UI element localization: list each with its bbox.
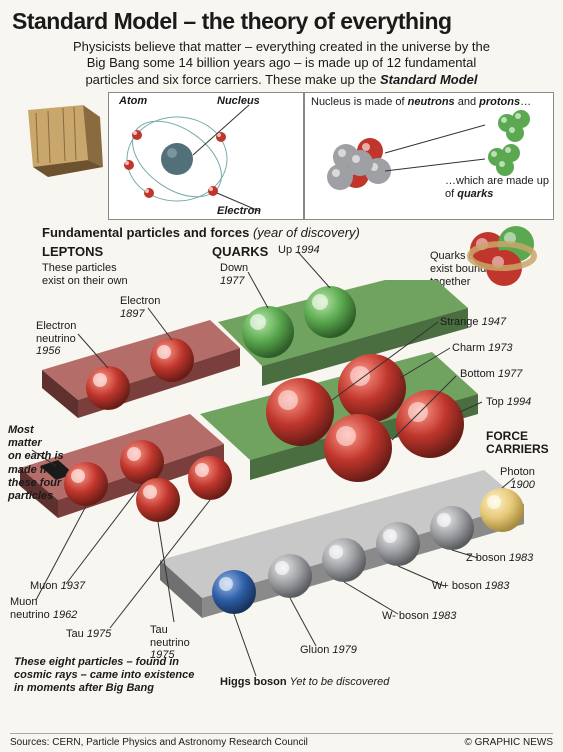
electron-sphere bbox=[150, 338, 194, 382]
electron-neutrino-sphere bbox=[86, 366, 130, 410]
zboson-label: Z boson 1983 bbox=[466, 552, 533, 565]
higgs-label: Higgs boson Yet to be discovered bbox=[220, 676, 389, 689]
credit-text: © GRAPHIC NEWS bbox=[465, 737, 554, 748]
down-sphere bbox=[242, 306, 294, 358]
wplus-sphere bbox=[376, 522, 420, 566]
force-header: FORCECARRIERS bbox=[486, 430, 549, 456]
tau-sphere bbox=[188, 456, 232, 500]
e-neutrino-label: Electronneutrino1956 bbox=[36, 320, 76, 358]
strange-label: Strange 1947 bbox=[440, 316, 506, 329]
gluon-label: Gluon 1979 bbox=[300, 644, 357, 657]
up-sphere bbox=[304, 286, 356, 338]
wminus-label: W- boson 1983 bbox=[382, 610, 456, 623]
tau-neutrino-sphere bbox=[136, 478, 180, 522]
wplus-label: W+ boson 1983 bbox=[432, 580, 509, 593]
muon-label: Muon 1937 bbox=[30, 580, 85, 593]
sources-text: Sources: CERN, Particle Physics and Astr… bbox=[10, 737, 308, 748]
most-matter-note: Mostmatteron earth ismade fromthese four… bbox=[8, 424, 78, 503]
higgs-sphere bbox=[212, 570, 256, 614]
muon-neutrino-label: Muonneutrino 1962 bbox=[10, 596, 77, 621]
bottom-label: Bottom 1977 bbox=[460, 368, 522, 381]
strange-sphere bbox=[266, 378, 334, 446]
wminus-sphere bbox=[322, 538, 366, 582]
footer: Sources: CERN, Particle Physics and Astr… bbox=[10, 733, 553, 748]
muon-sphere bbox=[120, 440, 164, 484]
photon-label: Photon1900 bbox=[500, 466, 535, 491]
charm-label: Charm 1973 bbox=[452, 342, 513, 355]
up-label: Up 1994 bbox=[278, 244, 320, 257]
photon-sphere bbox=[480, 488, 524, 532]
electron-label-p: Electron1897 bbox=[120, 295, 160, 320]
eight-particles-note: These eight particles – found incosmic r… bbox=[14, 656, 224, 696]
tau-label: Tau 1975 bbox=[66, 628, 111, 641]
zboson-sphere bbox=[430, 506, 474, 550]
top-sphere bbox=[396, 390, 464, 458]
bottom-sphere bbox=[324, 414, 392, 482]
down-label: Down1977 bbox=[220, 262, 248, 287]
gluon-sphere bbox=[268, 554, 312, 598]
top-label: Top 1994 bbox=[486, 396, 531, 409]
